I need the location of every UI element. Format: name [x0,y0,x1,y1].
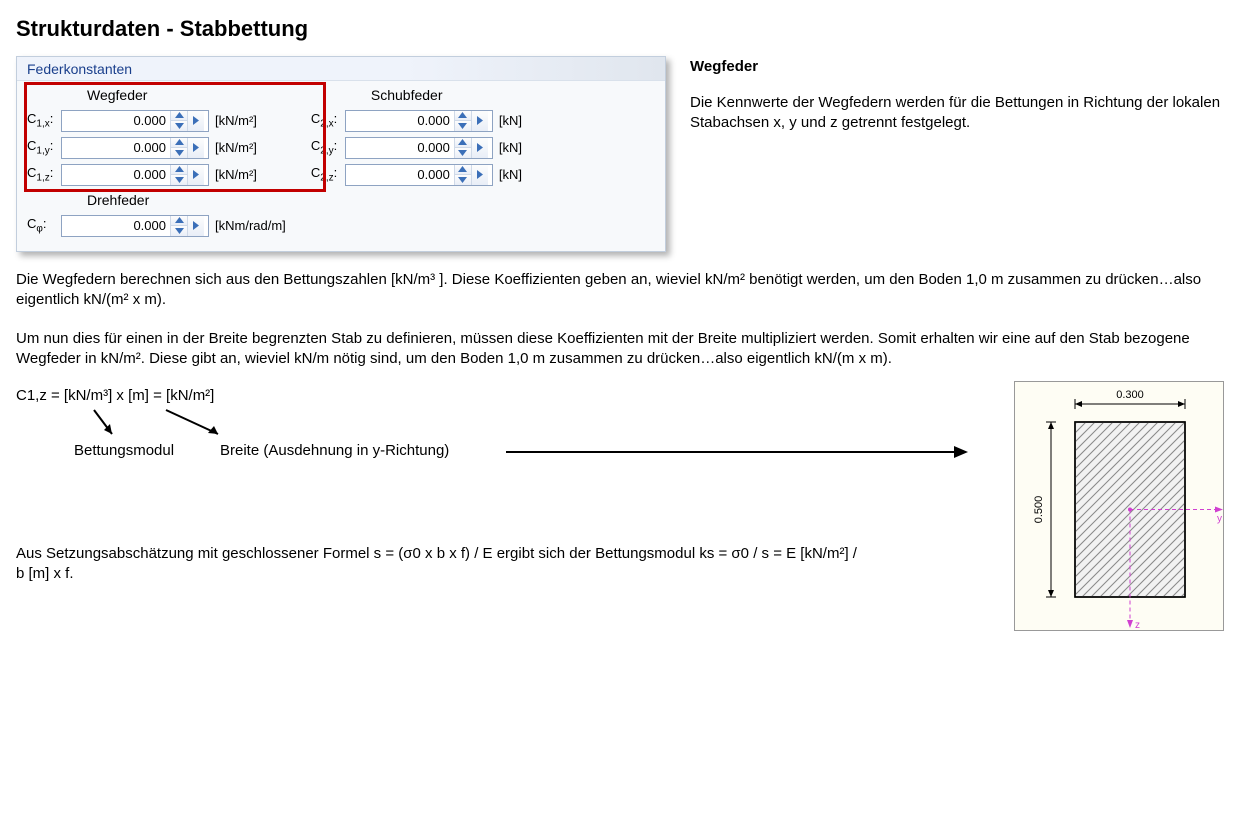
wegfeder-label: Wegfeder [87,87,257,103]
paragraph-3: Aus Setzungsabschätzung mit geschlossene… [16,544,866,585]
paragraph-1: Die Wegfedern berechnen sich aus den Bet… [16,270,1206,311]
spinner-down-icon[interactable] [171,226,187,236]
wegfeder-row-2: C1,z: [kN/m²] [23,161,257,188]
wegfeder-row-1: C1,y: [kN/m²] [23,134,257,161]
annotation-arrows: Bettungsmodul Breite (Ausdehnung in y-Ri… [16,404,1014,484]
schubfeder-input-1[interactable] [345,137,493,159]
wegfeder-input-2[interactable] [61,164,209,186]
spinner-up-icon[interactable] [455,111,471,122]
dropdown-icon[interactable] [472,138,488,158]
cross-section-figure: 0.300 0.500 y z [1014,381,1224,631]
panel-title: Federkonstanten [17,57,665,81]
schubfeder-value-0[interactable] [346,111,454,131]
svg-text:y: y [1217,514,1222,525]
wegfeder-label-0: C1,x: [23,111,61,130]
wegfeder-label-2: C1,z: [23,165,61,184]
formula-line: C1,z = [kN/m³] x [m] = [kN/m²] [16,387,1014,404]
wegfeder-unit-2: [kN/m²] [215,167,257,182]
spinner-up-icon[interactable] [455,165,471,176]
schubfeder-unit-1: [kN] [499,140,522,155]
svg-text:z: z [1135,620,1140,631]
spinner-up-icon[interactable] [171,216,187,227]
svg-text:0.500: 0.500 [1033,496,1045,524]
spinner-up-icon[interactable] [171,111,187,122]
drehfeder-unit-0: [kNm/rad/m] [215,218,286,233]
wegfeder-unit-0: [kN/m²] [215,113,257,128]
spinner-up-icon[interactable] [171,165,187,176]
dropdown-icon[interactable] [188,138,204,158]
schubfeder-label-0: C2,x: [307,111,345,130]
schubfeder-value-2[interactable] [346,165,454,185]
schubfeder-value-1[interactable] [346,138,454,158]
wegfeder-label-1: C1,y: [23,138,61,157]
paragraph-2: Um nun dies für einen in der Breite begr… [16,329,1206,370]
wegfeder-value-1[interactable] [62,138,170,158]
annot-breite: Breite (Ausdehnung in y-Richtung) [220,442,449,459]
schubfeder-label-1: C2,y: [307,138,345,157]
side-text: Wegfeder Die Kennwerte der Wegfedern wer… [690,56,1224,252]
schubfeder-unit-2: [kN] [499,167,522,182]
spinner-down-icon[interactable] [455,121,471,131]
wegfeder-column: Wegfeder C1,x: [kN/m²] C1,y: [kN/m²] C1,… [23,87,257,188]
schubfeder-input-2[interactable] [345,164,493,186]
schubfeder-row-1: C2,y: [kN] [307,134,522,161]
drehfeder-label: Drehfeder [87,192,659,208]
spinner-up-icon[interactable] [455,138,471,149]
schubfeder-unit-0: [kN] [499,113,522,128]
drehfeder-value-0[interactable] [62,216,170,236]
wegfeder-value-2[interactable] [62,165,170,185]
side-heading: Wegfeder [690,58,1224,75]
side-paragraph: Die Kennwerte der Wegfedern werden für d… [690,93,1224,134]
wegfeder-unit-1: [kN/m²] [215,140,257,155]
page-title: Strukturdaten - Stabbettung [16,16,1224,42]
schubfeder-column: Schubfeder C2,x: [kN] C2,y: [kN] C2,z: [307,87,522,188]
spinner-down-icon[interactable] [455,148,471,158]
spinner-down-icon[interactable] [171,175,187,185]
schubfeder-label: Schubfeder [371,87,522,103]
dropdown-icon[interactable] [472,165,488,185]
wegfeder-input-0[interactable] [61,110,209,132]
spinner-down-icon[interactable] [455,175,471,185]
spinner-up-icon[interactable] [171,138,187,149]
schubfeder-label-2: C2,z: [307,165,345,184]
dropdown-icon[interactable] [188,216,204,236]
spring-constants-panel: Federkonstanten Wegfeder C1,x: [kN/m²] C… [16,56,666,252]
wegfeder-input-1[interactable] [61,137,209,159]
wegfeder-value-0[interactable] [62,111,170,131]
dropdown-icon[interactable] [472,111,488,131]
drehfeder-row-0: Cφ: [kNm/rad/m] [23,212,659,239]
spinner-down-icon[interactable] [171,148,187,158]
dropdown-icon[interactable] [188,111,204,131]
drehfeder-label-0: Cφ: [23,216,61,235]
spinner-down-icon[interactable] [171,121,187,131]
dropdown-icon[interactable] [188,165,204,185]
schubfeder-row-2: C2,z: [kN] [307,161,522,188]
schubfeder-row-0: C2,x: [kN] [307,107,522,134]
annot-bettungsmodul: Bettungsmodul [74,442,174,459]
schubfeder-input-0[interactable] [345,110,493,132]
svg-text:0.300: 0.300 [1116,389,1144,401]
drehfeder-input-0[interactable] [61,215,209,237]
wegfeder-row-0: C1,x: [kN/m²] [23,107,257,134]
